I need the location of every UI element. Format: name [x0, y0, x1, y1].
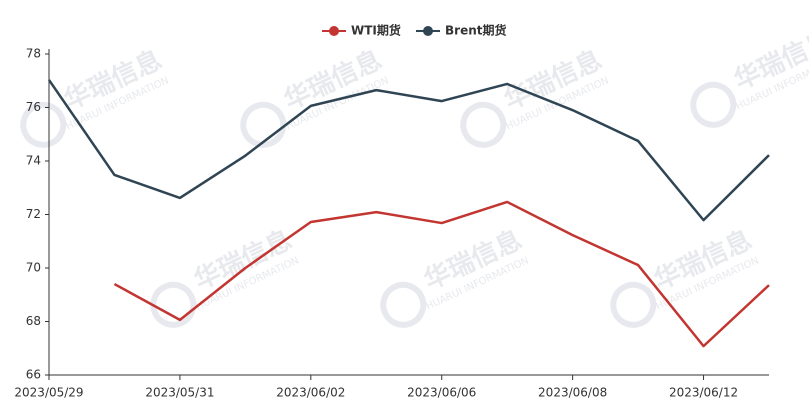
- y-tick-label: 70: [26, 261, 41, 275]
- watermark-logo: [690, 81, 737, 128]
- legend-label: WTI期货: [351, 23, 401, 38]
- series-line: [113, 200, 770, 348]
- legend-label: Brent期货: [445, 23, 506, 38]
- y-tick-label: 68: [26, 314, 41, 328]
- watermark-logo: [20, 101, 67, 148]
- series-line: [47, 79, 770, 222]
- watermark-logo: [380, 281, 427, 328]
- x-tick-label: 2023/05/29: [14, 386, 83, 400]
- x-tick-label: 2023/05/31: [145, 386, 214, 400]
- watermark-logo: [240, 101, 287, 148]
- legend-marker: [329, 26, 339, 36]
- y-tick-label: 78: [26, 47, 41, 61]
- x-tick-label: 2023/06/12: [669, 386, 738, 400]
- legend-marker: [423, 26, 433, 36]
- legend: WTI期货 Brent期货: [322, 23, 506, 38]
- x-tick-label: 2023/06/02: [276, 386, 345, 400]
- y-tick-label: 66: [26, 368, 41, 382]
- x-tick-label: 2023/06/06: [407, 386, 476, 400]
- watermark-logo: [150, 281, 197, 328]
- y-tick-label: 76: [26, 100, 41, 114]
- y-tick-label: 72: [26, 207, 41, 221]
- x-tick-label: 2023/06/08: [538, 386, 607, 400]
- y-tick-label: 74: [26, 154, 41, 168]
- watermark-logo: [460, 101, 507, 148]
- watermark-logo: [610, 281, 657, 328]
